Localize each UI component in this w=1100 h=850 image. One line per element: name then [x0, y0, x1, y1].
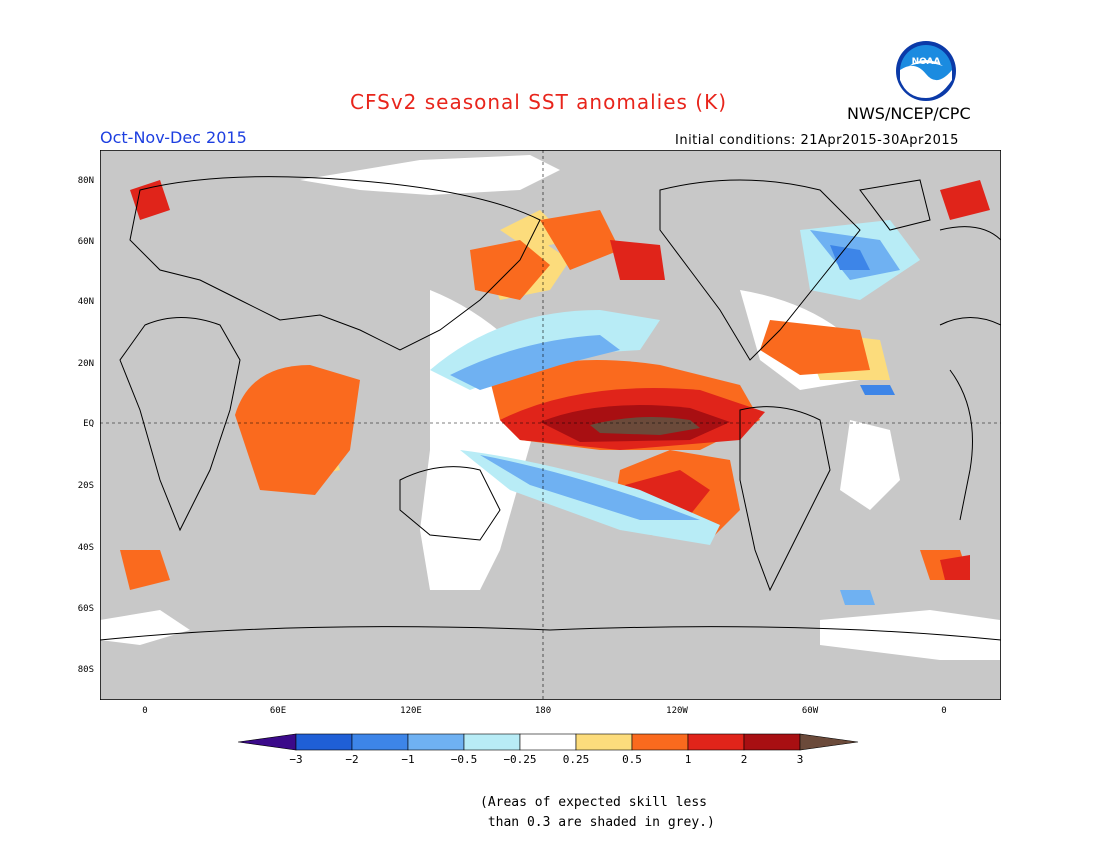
- initial-conditions: Initial conditions: 21Apr2015-30Apr2015: [675, 133, 959, 148]
- x-tick: 0: [941, 706, 947, 716]
- agency-label: NWS/NCEP/CPC: [847, 104, 971, 123]
- y-tick: 60N: [77, 237, 94, 247]
- skill-note: (Areas of expected skill less than 0.3 a…: [480, 795, 715, 830]
- colorbar-label: −0.5: [450, 753, 478, 766]
- sst-anomaly-map: [100, 150, 1001, 700]
- y-tick: 20N: [77, 359, 94, 369]
- map-title: CFSv2 seasonal SST anomalies (K): [350, 90, 727, 114]
- x-tick: 60W: [801, 706, 819, 716]
- colorbar-segment: [351, 733, 409, 751]
- y-tick: 60S: [77, 604, 94, 614]
- colorbar-segment: [631, 733, 689, 751]
- y-tick: 80S: [77, 665, 94, 675]
- colorbar: [238, 733, 859, 751]
- x-tick: 120E: [400, 706, 422, 716]
- colorbar-label: −3: [289, 753, 303, 766]
- colorbar-low-arrow: [238, 733, 297, 751]
- colorbar-label: −0.25: [503, 753, 537, 766]
- colorbar-label: −1: [401, 753, 415, 766]
- colorbar-segment: [407, 733, 465, 751]
- y-tick: EQ: [83, 419, 94, 429]
- y-tick: 40N: [77, 297, 94, 307]
- colorbar-label: 2: [740, 753, 748, 766]
- colorbar-segment: [295, 733, 353, 751]
- x-tick: 0: [142, 706, 148, 716]
- colorbar-label: −2: [345, 753, 359, 766]
- y-tick: 20S: [77, 481, 94, 491]
- grid-lines: [100, 150, 1001, 700]
- colorbar-label: 0.25: [562, 753, 590, 766]
- colorbar-segment: [575, 733, 633, 751]
- colorbar-segment: [743, 733, 801, 751]
- colorbar-label: 1: [684, 753, 692, 766]
- x-tick: 60E: [269, 706, 287, 716]
- forecast-period: Oct-Nov-Dec 2015: [100, 128, 247, 147]
- x-tick: 180: [534, 706, 552, 716]
- colorbar-high-arrow: [799, 733, 859, 751]
- anomaly-neg2-neg1: [830, 245, 895, 395]
- colorbar-segment: [687, 733, 745, 751]
- colorbar-label: 3: [796, 753, 804, 766]
- y-tick: 40S: [77, 543, 94, 553]
- noaa-logo: NOAA: [896, 41, 956, 101]
- colorbar-label: 0.5: [622, 753, 642, 766]
- y-tick: 80N: [77, 176, 94, 186]
- colorbar-segment: [463, 733, 521, 751]
- coastlines: [100, 176, 1001, 641]
- x-tick: 120W: [666, 706, 688, 716]
- anomaly-gt-3: [590, 416, 700, 435]
- colorbar-segment: [519, 733, 577, 751]
- noaa-logo-text: NOAA: [912, 57, 941, 67]
